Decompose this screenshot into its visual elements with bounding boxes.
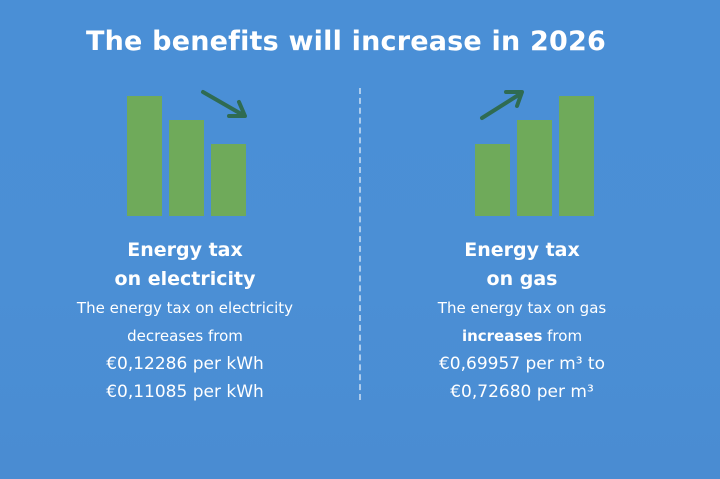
bar-2 xyxy=(517,120,552,216)
increasing-bars-icon xyxy=(352,80,692,220)
desc-line-2: increases from xyxy=(352,322,692,350)
divider xyxy=(359,88,361,400)
desc-line-2: decreases from xyxy=(127,327,243,345)
desc-line-3: €0,69957 per m³ to xyxy=(438,354,605,374)
heading-line-2: on gas xyxy=(486,268,558,290)
gas-description: The energy tax on gas increases from €0,… xyxy=(352,294,692,406)
bar-3 xyxy=(211,144,246,216)
desc-line-1: The energy tax on gas xyxy=(437,299,607,317)
arrow-up-right-icon xyxy=(480,90,524,120)
arrow-down-right-icon xyxy=(201,90,247,118)
desc-line-4: €0,72680 per m³ xyxy=(450,382,594,402)
bar-3 xyxy=(559,96,594,216)
bar-1 xyxy=(127,96,162,216)
desc-line-4: €0,11085 per kWh xyxy=(106,382,264,402)
heading-line-1: Energy tax xyxy=(127,239,243,261)
heading-line-2: on electricity xyxy=(114,268,256,290)
electricity-heading: Energy tax on electricity xyxy=(15,236,355,294)
desc-line-1: The energy tax on electricity xyxy=(76,299,294,317)
desc-line-2-rest: from xyxy=(542,327,583,345)
desc-emphasis: increases xyxy=(461,327,543,345)
page-title: The benefits will increase in 2026 xyxy=(86,26,606,57)
desc-line-3: €0,12286 per kWh xyxy=(106,354,264,374)
bar-2 xyxy=(169,120,204,216)
gas-heading: Energy tax on gas xyxy=(352,236,692,294)
heading-line-1: Energy tax xyxy=(464,239,580,261)
decreasing-bars-icon xyxy=(15,80,355,220)
bar-1 xyxy=(475,144,510,216)
electricity-description: The energy tax on electricity decreases … xyxy=(15,294,355,406)
